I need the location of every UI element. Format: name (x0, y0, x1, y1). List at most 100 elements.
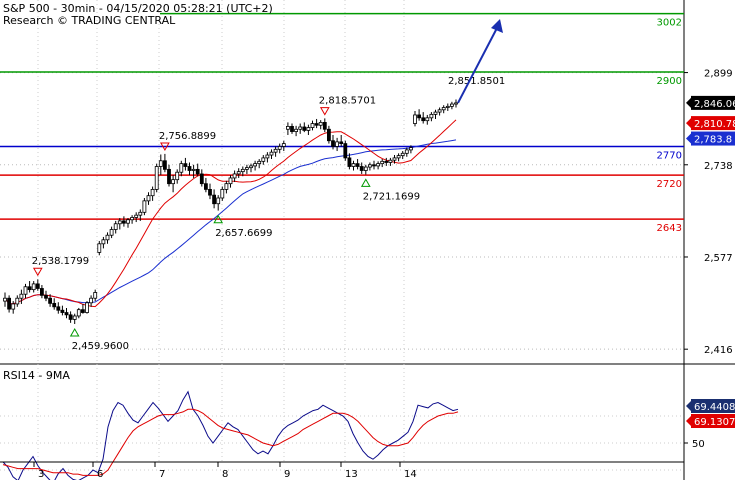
swing-low-marker (360, 178, 371, 187)
candle-body (7, 297, 11, 310)
last-price-tag: 2,846.06 (694, 99, 735, 110)
swing-low-label: 2,459.9600 (72, 341, 129, 352)
price-tick-label: 2,577 (704, 253, 733, 264)
candle-body (376, 163, 381, 167)
swing-low-marker (69, 328, 80, 337)
candle-body (27, 286, 32, 291)
rsi-value-tag-pointer (686, 401, 691, 411)
candle-body (179, 163, 184, 173)
candle-body (421, 117, 426, 122)
grid-lines (0, 0, 684, 462)
candle-body (228, 177, 233, 185)
ma-slow-value-tag-bg (691, 131, 735, 146)
candle-body (343, 143, 348, 159)
candle-body (413, 114, 417, 124)
candle-body (203, 183, 208, 190)
candle-body (232, 173, 237, 179)
candle-body (326, 128, 331, 142)
candle-body (199, 173, 204, 185)
swing-high-marker (32, 267, 43, 277)
candle-body (347, 157, 352, 167)
candle-body (56, 306, 61, 311)
time-tick-label-6: 6 (97, 469, 103, 480)
candle-body (294, 128, 299, 132)
candle-body (454, 102, 458, 105)
candlesticks (3, 99, 458, 324)
candle-body (351, 163, 356, 167)
candle-body (167, 168, 171, 185)
arrow-shaft (457, 27, 498, 104)
candle-body (126, 219, 130, 224)
candle-body (85, 302, 89, 313)
candle-body (269, 151, 274, 156)
level-lines: 3002 2900 2770 2720 2643 (0, 12, 684, 234)
candle-body (331, 140, 335, 147)
candle-body (183, 163, 188, 167)
candle-body (240, 168, 245, 173)
swing-high-label: 2,538.1799 (32, 256, 89, 267)
candle-body (236, 171, 241, 175)
candle-body (265, 154, 270, 159)
candle-body (281, 143, 286, 147)
rsi-tick-label: 50 (692, 439, 705, 450)
candle-body (310, 123, 315, 128)
price-axis: 2,899 2,738 2,577 2,416 2,810.78 2,783.8 2,846… (684, 69, 735, 356)
candle-body (52, 302, 57, 308)
candle-body (23, 286, 28, 295)
candle-body (404, 149, 409, 154)
candle-body (191, 168, 196, 171)
candle-body (388, 159, 393, 163)
candle-body (302, 126, 307, 131)
candle-body (220, 189, 225, 199)
swing-high-label: 2,756.8899 (159, 131, 216, 142)
time-axis: 3 6 7 8 9 13 14 (0, 461, 684, 480)
candle-body (171, 179, 176, 185)
time-tick-label-13: 13 (345, 469, 358, 480)
ma-slow-line (4, 139, 457, 305)
swing-low-label: 2,721.1699 (363, 191, 420, 202)
candle-body (400, 152, 405, 157)
candle-body (429, 113, 434, 119)
candle-body (261, 157, 266, 162)
candle-body (249, 165, 253, 169)
candle-body (384, 160, 389, 163)
candle-body (277, 146, 282, 150)
current-price-label: 2,851.8501 (448, 76, 505, 87)
level-label-3002: 3002 (657, 18, 682, 29)
candle-body (380, 160, 385, 165)
candle-body (224, 183, 229, 190)
ma-fast-value-tag: 2,810.78 (694, 119, 735, 130)
ma-slow-value-tag: 2,783.8 (694, 135, 732, 146)
candle-body (122, 220, 126, 224)
candle-body (285, 126, 290, 130)
time-tick-label-8: 8 (222, 469, 228, 480)
candle-body (35, 283, 40, 289)
candle-body (150, 189, 155, 197)
candle-body (298, 126, 303, 130)
candle-body (105, 234, 110, 241)
rsi-ma-value-tag-bg (691, 414, 735, 428)
candle-body (44, 294, 48, 299)
projection-arrow (457, 19, 503, 104)
last-price-tag-bg (691, 95, 735, 110)
level-label-2643: 2643 (657, 223, 682, 234)
swing-high-marker (319, 107, 330, 116)
candle-body (64, 312, 69, 316)
candle-body (60, 309, 65, 313)
level-label-2900: 2900 (657, 76, 682, 87)
candle-body (355, 163, 360, 167)
time-tick-label-7: 7 (159, 469, 165, 480)
candle-body (392, 157, 397, 161)
swing-low-marker (213, 214, 224, 224)
candle-body (158, 160, 163, 167)
ma-fast-value-tag-bg (691, 116, 735, 131)
candle-body (113, 223, 118, 230)
level-label-2770: 2770 (657, 150, 682, 161)
candle-body (175, 171, 180, 181)
candle-body (68, 314, 73, 320)
time-tick-label-14: 14 (404, 469, 417, 480)
candle-body (162, 160, 167, 170)
candle-body (130, 217, 135, 221)
last-price-tag-pointer (686, 97, 691, 108)
